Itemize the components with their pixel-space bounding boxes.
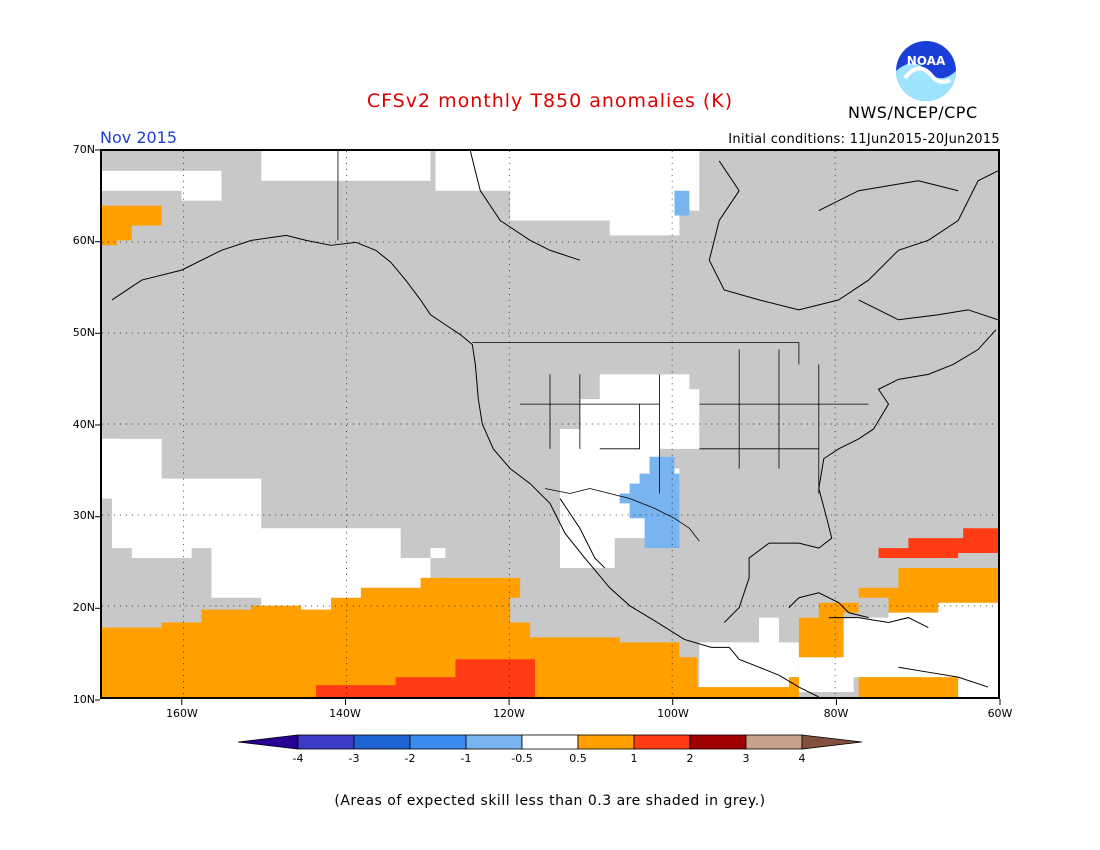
colorbar-over-arrow <box>801 734 863 750</box>
lon-label-160w: 160W <box>166 707 198 720</box>
colorbar-label: -1 <box>460 752 472 765</box>
cool-anomaly-regions <box>619 190 690 549</box>
warm-anomaly-regions <box>102 205 998 697</box>
agency-label: NWS/NCEP/CPC <box>848 103 978 122</box>
map-canvas <box>102 151 998 697</box>
colorbar-label: -4 <box>292 752 304 765</box>
political-boundaries <box>337 151 869 542</box>
colorbar-swatch <box>353 734 411 750</box>
anomaly-map <box>100 149 1000 699</box>
colorbar-label: 3 <box>742 752 750 765</box>
colorbar-under-arrow <box>237 734 299 750</box>
lon-label-100w: 100W <box>657 707 689 720</box>
colorbar-swatch <box>521 734 579 750</box>
colorbar-swatch <box>297 734 355 750</box>
lat-label-20n: 20N <box>72 601 95 614</box>
noaa-logo: NOAA <box>895 40 957 102</box>
colorbar-label: -0.5 <box>511 752 533 765</box>
colorbar-label: 0.5 <box>569 752 587 765</box>
near-normal-regions <box>102 151 998 697</box>
colorbar-label: 2 <box>686 752 694 765</box>
coastlines <box>111 151 998 697</box>
graticule <box>102 151 998 697</box>
colorbar-swatch <box>465 734 523 750</box>
noaa-logo-text: NOAA <box>907 54 946 68</box>
lon-label-140w: 140W <box>329 707 361 720</box>
lon-label-120w: 120W <box>493 707 525 720</box>
forecast-month: Nov 2015 <box>100 128 178 147</box>
colorbar-swatch <box>633 734 691 750</box>
lat-label-60n: 60N <box>72 234 95 247</box>
lat-label-10n: 10N <box>72 693 95 706</box>
colorbar-label: -2 <box>404 752 416 765</box>
map-title: CFSv2 monthly T850 anomalies (K) <box>366 90 734 112</box>
colorbar-swatch <box>409 734 467 750</box>
lat-label-30n: 30N <box>72 509 95 522</box>
lat-label-70n: 70N <box>72 143 95 156</box>
colorbar-swatch <box>689 734 747 750</box>
lat-label-50n: 50N <box>72 326 95 339</box>
initial-conditions: Initial conditions: 11Jun2015-20Jun2015 <box>728 132 1000 147</box>
colorbar-label: 1 <box>630 752 638 765</box>
lon-label-80w: 80W <box>823 707 849 720</box>
colorbar-label: 4 <box>798 752 806 765</box>
skill-note: (Areas of expected skill less than 0.3 a… <box>334 793 766 809</box>
lat-label-40n: 40N <box>72 418 95 431</box>
colorbar-label: -3 <box>348 752 360 765</box>
colorbar-swatch <box>577 734 635 750</box>
colorbar <box>237 734 863 750</box>
lon-label-60w: 60W <box>987 707 1013 720</box>
colorbar-swatch <box>745 734 803 750</box>
strong-warm-regions <box>261 528 998 697</box>
